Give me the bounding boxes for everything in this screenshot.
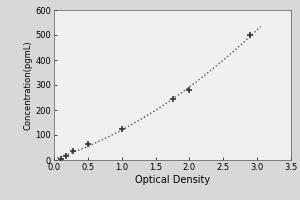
- Y-axis label: Concentration(pgmL): Concentration(pgmL): [24, 40, 33, 130]
- X-axis label: Optical Density: Optical Density: [135, 175, 210, 185]
